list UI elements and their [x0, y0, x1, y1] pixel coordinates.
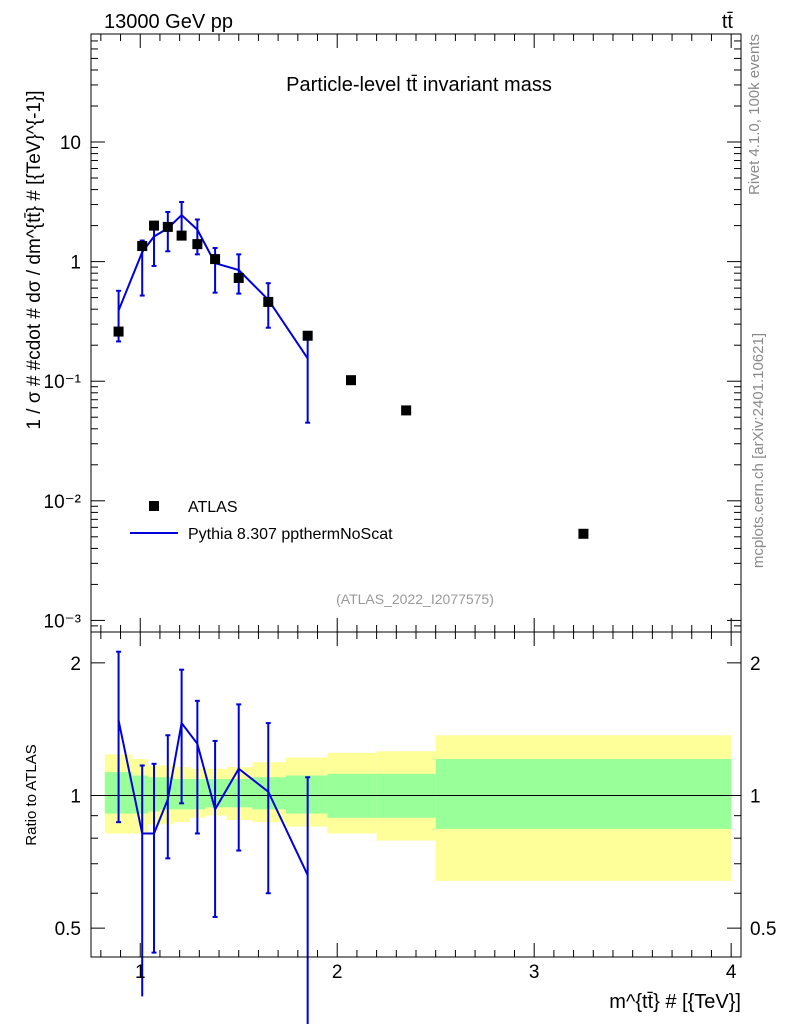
x-tick-label: 3 [529, 962, 540, 983]
atlas-point [113, 326, 124, 337]
ratio-y-tick-label: 1 [70, 786, 81, 807]
mcplots-label: mcplots.cern.ch [arXiv:2401.10621] [750, 333, 767, 568]
main-panel: 10⁻³ 10⁻² 10⁻¹ 1 10 Particle-level tt̄ invar… [24, 33, 742, 633]
header-left: 13000 GeV pp [104, 11, 233, 33]
atlas-point [263, 296, 274, 307]
atlas-point [149, 220, 160, 231]
main-title: Particle-level tt̄ invariant mass [286, 74, 552, 96]
ratio-y-tick-label: 0.5 [55, 919, 81, 940]
main-y-axis-label: 1 / σ # #cdot # dσ / dm^{tt̄} # [{TeV}^{… [24, 90, 45, 429]
ratio-y-tick-label-right: 2 [750, 654, 761, 675]
atlas-point [137, 241, 148, 252]
x-tick-label: 2 [332, 962, 343, 983]
main-y-tick-label: 10⁻³ [44, 611, 82, 632]
pythia-line [117, 213, 309, 360]
main-y-ticks: 10⁻³ 10⁻² 10⁻¹ 1 10 [44, 33, 741, 633]
ratio-y-tick-label: 2 [70, 654, 81, 675]
atlas-point [176, 230, 187, 241]
ratio-band-inner [435, 759, 732, 829]
main-y-tick-label: 10⁻¹ [44, 372, 82, 393]
atlas-point [401, 405, 412, 416]
ratio-data-layer [91, 650, 741, 1024]
legend-atlas-marker [149, 501, 159, 511]
atlas-point [233, 272, 244, 283]
x-tick-label: 4 [726, 962, 737, 983]
ratio-y-ticks: 0.5 0.5 1 1 2 2 [55, 654, 777, 940]
x-axis-label: m^{tt̄} # [{TeV}] [609, 991, 741, 1013]
atlas-point [162, 221, 173, 232]
rivet-label: Rivet 4.1.0, 100k events [746, 34, 763, 195]
atlas-point [346, 375, 356, 386]
atlas-point [192, 239, 203, 250]
ratio-pythia-line [117, 720, 309, 876]
legend-pythia-label: Pythia 8.307 ppthermNoScat [188, 526, 393, 543]
atlas-point [210, 254, 221, 265]
ratio-y-tick-label-right: 0.5 [750, 919, 776, 940]
ratio-x-ticks: 1 2 3 4 [100, 632, 737, 983]
legend: ATLAS Pythia 8.307 ppthermNoScat [130, 499, 393, 543]
ratio-panel: 0.5 0.5 1 1 2 2 1 2 3 4 Ratio to ATLAS m^{tt̄} #… [23, 631, 777, 1024]
main-x-ticks [100, 34, 732, 632]
main-y-tick-label: 1 [70, 253, 81, 274]
ratio-y-axis-label: Ratio to ATLAS [23, 744, 40, 845]
main-data-layer [113, 201, 589, 539]
atlas-point [578, 528, 589, 539]
x-tick-label: 1 [135, 962, 146, 983]
header-right: tt̄ [722, 11, 734, 33]
main-y-tick-label: 10⁻² [44, 492, 82, 513]
watermark-label: (ATLAS_2022_I2077575) [336, 591, 494, 607]
ratio-y-tick-label-right: 1 [750, 786, 761, 807]
legend-atlas-label: ATLAS [188, 499, 238, 516]
main-y-tick-label: 10 [60, 133, 81, 154]
atlas-point [302, 330, 313, 341]
